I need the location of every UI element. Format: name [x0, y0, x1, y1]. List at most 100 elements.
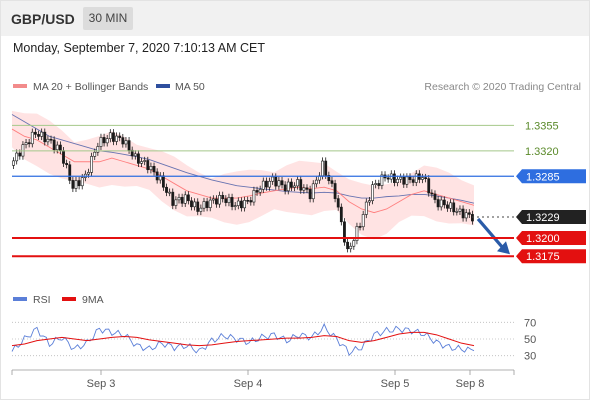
candle-body	[274, 176, 278, 187]
legend-swatch-9ma	[62, 297, 76, 301]
candle-body	[458, 208, 462, 212]
candle-body	[174, 199, 178, 206]
candle-body	[108, 132, 112, 139]
candle-body	[168, 191, 172, 194]
source-credit: Research © 2020 Trading Central	[424, 81, 581, 93]
price-legend: MA 20 + Bollinger Bands MA 50 Research ©…	[13, 81, 581, 93]
candle-body	[255, 190, 259, 193]
candle-body	[161, 175, 165, 188]
rsi-chart: 30 50 70	[11, 317, 536, 363]
candle-body	[308, 189, 312, 200]
candle-body	[199, 207, 203, 212]
ma20-line	[11, 128, 475, 214]
candle-body	[43, 131, 47, 143]
header-bar: GBP/USD 30 MIN	[0, 0, 590, 36]
candle-body	[152, 166, 156, 173]
x-tick-label: Sep 5	[381, 378, 410, 390]
candle-body	[34, 131, 37, 135]
candle-body	[258, 189, 262, 193]
candle-body	[343, 221, 346, 243]
candle-body	[121, 137, 125, 145]
candle-body	[299, 179, 303, 191]
legend-label-rsi: RSI	[33, 294, 51, 306]
candle-body	[202, 201, 206, 209]
candle-body	[143, 160, 147, 162]
candle-body	[177, 197, 181, 201]
candle-body	[193, 201, 197, 208]
level-tag-bg	[516, 249, 586, 264]
candle-body	[439, 199, 443, 208]
candle-body	[358, 226, 362, 228]
candle-body	[230, 197, 234, 207]
candle-body	[115, 135, 118, 142]
candle-body	[124, 140, 128, 145]
candle-body	[421, 177, 424, 180]
level-tag-1-3229: 1.3229	[516, 209, 586, 224]
candle-body	[18, 152, 22, 157]
candle-body	[180, 197, 184, 204]
candle-body	[171, 191, 175, 206]
candle-body	[252, 190, 256, 203]
candle-body	[62, 150, 65, 164]
candle-body	[311, 183, 315, 200]
level-tag-text: 1.3229	[526, 212, 560, 224]
candle-body	[399, 176, 403, 180]
candle-body	[12, 160, 15, 166]
candle-body	[140, 161, 143, 164]
candle-body	[355, 226, 359, 241]
candle-body	[371, 184, 374, 201]
currency-pair-title: GBP/USD	[11, 11, 75, 27]
price-levels: 1.3355 1.3320 1.3285 1.3229 1.3200 1.3175	[12, 120, 586, 264]
rsi-9ma-line	[11, 331, 475, 347]
candle-body	[227, 197, 231, 203]
candle-body	[71, 180, 75, 189]
forecast-arrow	[476, 217, 510, 255]
candle-body	[130, 149, 134, 157]
x-tick-label: Sep 4	[234, 378, 263, 390]
candle-body	[58, 144, 62, 151]
candle-body	[408, 176, 412, 180]
bollinger-band	[12, 110, 474, 240]
candle-body	[215, 198, 218, 205]
candle-body	[271, 176, 275, 182]
candle-body	[96, 146, 100, 153]
candle-body	[293, 185, 296, 188]
candle-body	[146, 160, 150, 171]
level-tag-text: 1.3285	[526, 171, 560, 183]
ma50-line	[11, 114, 475, 204]
candle-body	[349, 245, 353, 250]
candle-body	[427, 178, 431, 194]
candle-body	[283, 184, 287, 192]
candle-body	[433, 193, 437, 200]
candle-body	[289, 181, 293, 188]
candles	[12, 128, 474, 253]
candle-body	[205, 201, 209, 208]
candle-body	[380, 174, 384, 186]
timeframe-badge[interactable]: 30 MIN	[83, 7, 133, 30]
candle-body	[27, 142, 31, 145]
candle-body	[449, 202, 452, 209]
candle-body	[333, 183, 337, 199]
candle-body	[430, 192, 434, 195]
candle-body	[196, 201, 200, 212]
candle-body	[402, 176, 406, 185]
candle-body	[15, 152, 19, 162]
candle-body	[265, 180, 268, 188]
candle-body	[118, 135, 122, 138]
candle-body	[471, 214, 474, 222]
candle-body	[233, 205, 237, 207]
level-tag-1-3200: 1.3200	[516, 231, 586, 246]
candle-body	[246, 200, 250, 202]
price-chart	[11, 110, 510, 255]
candle-body	[261, 180, 265, 190]
candle-body	[77, 180, 81, 187]
candle-body	[414, 173, 418, 183]
candle-body	[87, 172, 90, 175]
rsi-tick-70: 70	[524, 317, 536, 329]
candle-body	[386, 177, 390, 180]
candle-body	[268, 180, 271, 188]
rsi-legend: RSI 9MA	[13, 294, 104, 306]
level-tag-bg	[516, 169, 586, 184]
candle-body	[52, 139, 56, 151]
